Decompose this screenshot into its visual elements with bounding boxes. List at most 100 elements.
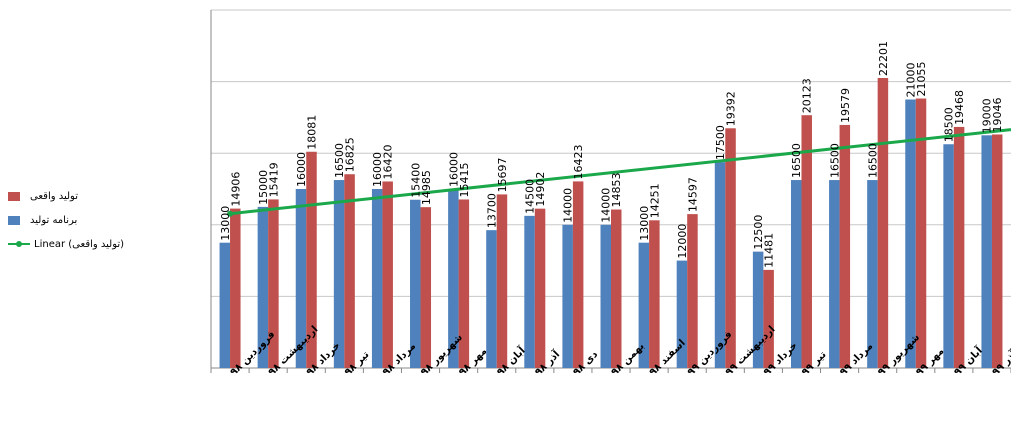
data-label-plan: 19000 <box>981 98 994 133</box>
bar-plan <box>524 215 535 368</box>
data-label-plan: 17500 <box>714 125 727 160</box>
data-label-plan: 16500 <box>828 143 841 178</box>
bar-plan <box>676 260 688 368</box>
data-label-actual: 14902 <box>534 172 547 207</box>
bar-actual <box>915 98 927 368</box>
data-label-plan: 13000 <box>219 206 232 241</box>
data-label-plan: 16000 <box>371 152 384 187</box>
data-label-plan: 15000 <box>257 170 270 205</box>
data-label-plan: 13000 <box>638 206 651 241</box>
data-label-plan: 14500 <box>524 179 537 214</box>
bar-actual <box>953 126 965 369</box>
data-label-actual: 16825 <box>344 137 357 172</box>
bar-actual <box>687 214 698 368</box>
bar-actual <box>230 208 241 368</box>
bar-actual <box>420 207 432 368</box>
bar-plan <box>943 144 954 368</box>
data-label-actual: 15415 <box>458 162 471 197</box>
legend-item-actual: تولید واقعی <box>8 184 124 208</box>
data-label-actual: 15419 <box>267 162 280 197</box>
data-label-actual: 16423 <box>572 144 585 179</box>
trendline-marker <box>227 210 234 217</box>
data-label-plan: 13700 <box>485 193 498 228</box>
bar-actual <box>458 199 470 368</box>
data-label-actual: 19579 <box>839 88 852 123</box>
data-label-plan: 16500 <box>790 143 803 178</box>
bar-actual <box>572 181 584 368</box>
legend-label-plan: برنامه تولید <box>30 214 78 226</box>
data-label-plan: 15400 <box>409 163 422 198</box>
legend-label-trend: Linear (تولید واقعی) <box>34 238 125 250</box>
bar-actual <box>877 78 889 368</box>
bar-plan <box>790 180 802 368</box>
data-label-actual: 14853 <box>610 173 623 208</box>
data-label-plan: 21000 <box>905 63 918 98</box>
legend: تولید واقعی برنامه تولید Linear (تولید و… <box>8 184 124 256</box>
data-label-actual: 20123 <box>801 78 814 113</box>
bar-plan <box>257 206 269 368</box>
bar-actual <box>991 134 1003 368</box>
bar-actual <box>496 194 508 368</box>
data-label-plan: 16500 <box>333 143 346 178</box>
bar-plan <box>486 230 497 368</box>
data-label-actual: 19392 <box>725 91 738 126</box>
bar-plan <box>829 180 840 368</box>
bar-actual <box>268 199 279 368</box>
bar-actual <box>534 208 546 368</box>
bar-plan <box>638 242 650 368</box>
bar-plan <box>600 224 611 368</box>
legend-item-trend: Linear (تولید واقعی) <box>8 232 124 256</box>
bar-plan <box>295 189 307 368</box>
data-label-plan: 16000 <box>295 152 308 187</box>
data-label-plan: 16500 <box>866 143 879 178</box>
data-label-actual: 15697 <box>496 157 509 192</box>
bar-actual <box>649 220 660 368</box>
bar-actual <box>344 174 355 368</box>
data-label-plan: 18500 <box>943 107 956 142</box>
legend-item-plan: برنامه تولید <box>8 208 124 232</box>
bar-plan <box>905 99 916 368</box>
bars <box>219 78 1003 369</box>
bar-actual <box>725 128 736 368</box>
data-label-actual: 14597 <box>686 177 699 212</box>
bar-plan <box>410 199 421 368</box>
bar-actual <box>801 115 812 368</box>
data-label-actual: 16420 <box>382 144 395 179</box>
legend-label-actual: تولید واقعی <box>30 190 78 202</box>
data-label-actual: 22201 <box>877 41 890 76</box>
data-label-actual: 18081 <box>305 115 318 150</box>
data-label-plan: 16000 <box>447 152 460 187</box>
data-label-actual: 14251 <box>648 183 661 218</box>
bar-plan <box>867 180 878 368</box>
legend-swatch-plan <box>8 215 20 225</box>
bar-plan <box>448 189 459 368</box>
bar-plan <box>562 224 573 368</box>
trendline <box>227 128 1011 217</box>
data-label-actual: 21055 <box>915 62 928 97</box>
bar-plan <box>752 251 764 368</box>
data-label-actual: 14985 <box>420 170 433 205</box>
bar-actual <box>839 124 851 368</box>
trendline-linear <box>229 128 1011 216</box>
data-label-actual: 14906 <box>229 172 242 207</box>
data-label-actual: 19468 <box>953 90 966 125</box>
bar-plan <box>219 242 231 368</box>
bar-plan <box>714 162 726 368</box>
bar-plan <box>371 189 383 368</box>
bar-actual <box>306 151 317 368</box>
legend-swatch-trend <box>8 239 30 249</box>
data-label-plan: 14000 <box>562 188 575 223</box>
bar-actual <box>611 209 622 368</box>
bar-plan <box>981 135 992 368</box>
data-label-actual: 19046 <box>991 97 1004 132</box>
data-label-plan: 14000 <box>600 188 613 223</box>
data-label-actual: 11481 <box>763 233 776 268</box>
legend-swatch-actual <box>8 191 20 201</box>
bar-plan <box>333 180 345 368</box>
data-label-plan: 12500 <box>752 215 765 250</box>
data-label-plan: 12000 <box>676 224 689 259</box>
bar-actual <box>763 269 774 368</box>
bar-actual <box>382 181 393 368</box>
